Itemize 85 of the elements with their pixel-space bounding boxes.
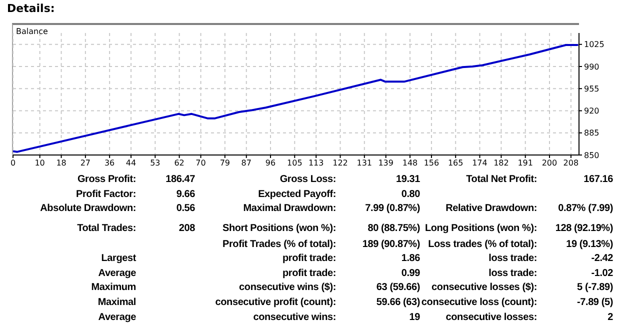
x-tick-label: 208 — [563, 158, 579, 168]
y-tick-label: 990 — [584, 62, 600, 72]
x-tick-label: 96 — [265, 158, 276, 168]
text: Absolute Drawdown: — [40, 202, 136, 216]
x-tick-label: 165 — [448, 158, 464, 168]
text: 167.16 — [584, 173, 613, 187]
text: Largest — [101, 252, 136, 266]
text: consecutive wins ($): — [239, 281, 336, 295]
text: Maximal Drawdown: — [243, 202, 336, 216]
y-tick-label: 920 — [584, 106, 600, 116]
text: consecutive losses: — [446, 310, 537, 325]
text: 59.66 (63) — [376, 296, 420, 310]
text: Total Trades: — [77, 222, 136, 236]
text: 189 (90.87%) — [362, 238, 420, 252]
y-tick-label: 850 — [584, 150, 600, 160]
text: Average — [98, 266, 136, 281]
x-tick-label: 10 — [34, 158, 45, 168]
text: Gross Loss: — [280, 173, 336, 187]
x-tick-label: 27 — [80, 158, 91, 168]
text: -1.02 — [591, 266, 613, 281]
text: loss trade: — [488, 266, 537, 281]
text: Balance — [16, 27, 48, 36]
text: 19.31 — [396, 173, 420, 187]
text: Expected Payoff: — [258, 188, 336, 202]
x-tick-label: 156 — [424, 158, 440, 168]
text: 9.66 — [176, 188, 195, 202]
text: 80 (88.75%) — [368, 222, 420, 236]
text: 7.99 (0.87%) — [365, 202, 420, 216]
x-tick-label: 36 — [104, 158, 115, 168]
chart-title: Details: — [7, 2, 55, 15]
x-tick-label: 131 — [356, 158, 372, 168]
text: Gross Profit: — [77, 173, 136, 187]
text: 186.47 — [166, 173, 195, 187]
x-tick-label: 79 — [220, 158, 230, 168]
y-tick-label: 1025 — [584, 40, 604, 50]
text: Profit Trades (% of total): — [222, 238, 336, 252]
text: 128 (92.19%) — [555, 222, 613, 236]
text: Total Net Profit: — [466, 173, 537, 187]
x-tick-label: 18 — [56, 158, 66, 168]
y-tick-label: 885 — [584, 128, 600, 138]
x-tick-label: 53 — [150, 158, 160, 168]
text: -2.42 — [591, 252, 613, 266]
text: Maximal — [98, 296, 136, 310]
text: Profit Factor: — [76, 188, 136, 202]
text: 5 (-7.89) — [577, 281, 613, 295]
text: 0.80 — [401, 188, 420, 202]
x-tick-label: 191 — [518, 158, 533, 168]
text: Long Positions (won %): — [424, 222, 537, 236]
x-tick-label: 0 — [10, 158, 16, 168]
x-tick-label: 113 — [308, 158, 324, 168]
text: profit trade: — [282, 266, 336, 281]
text: profit trade: — [282, 252, 336, 266]
x-tick-label: 122 — [332, 158, 348, 168]
x-tick-label: 182 — [494, 158, 509, 168]
text: consecutive losses ($): — [432, 281, 537, 295]
text: loss trade: — [488, 252, 537, 266]
text: Maximum — [91, 281, 136, 295]
x-tick-label: 87 — [241, 158, 252, 168]
text: consecutive loss (count): — [421, 296, 537, 310]
text: 63 (59.66) — [376, 281, 420, 295]
text: Loss trades (% of total): — [428, 238, 537, 252]
text: Short Positions (won %): — [222, 222, 336, 236]
x-tick-label: 148 — [402, 158, 418, 168]
text: 0.87% (7.99) — [558, 202, 613, 216]
text: 208 — [178, 222, 195, 236]
text: 0.56 — [176, 202, 195, 216]
line-series — [13, 44, 579, 153]
x-tick-label: 200 — [542, 158, 558, 168]
text: 1.86 — [401, 252, 420, 266]
x-tick-label: 62 — [174, 158, 184, 168]
x-tick-label: 70 — [196, 158, 206, 168]
text: 0.99 — [401, 266, 420, 281]
x-tick-label: 44 — [126, 158, 136, 168]
text: consecutive profit (count): — [215, 296, 336, 310]
text: 19 — [409, 310, 420, 325]
y-tick-label: 955 — [584, 84, 600, 94]
text: 2 — [608, 310, 613, 325]
text: consecutive wins: — [253, 310, 336, 325]
text: Average — [98, 310, 136, 325]
x-tick-label: 174 — [472, 158, 488, 168]
x-tick-label: 105 — [287, 158, 302, 168]
text: Relative Drawdown: — [446, 202, 537, 216]
x-tick-label: 139 — [378, 158, 394, 168]
text: 19 (9.13%) — [566, 238, 613, 252]
text: -7.89 (5) — [577, 296, 613, 310]
